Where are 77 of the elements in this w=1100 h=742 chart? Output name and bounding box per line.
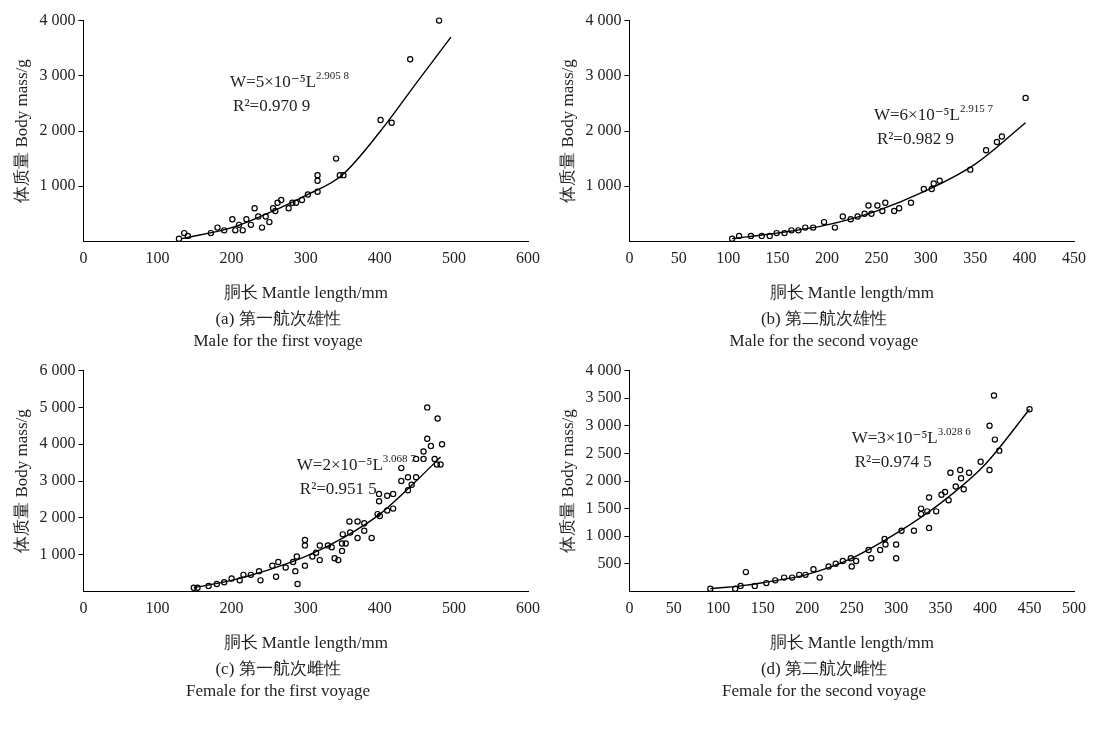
- x-tick-label: 0: [79, 599, 88, 617]
- text: (b) 第二航次雄性: [759, 308, 889, 330]
- x-tick-label: 300: [293, 599, 318, 617]
- x-tick-label: 200: [219, 249, 244, 267]
- x-tick-label: 100: [716, 249, 741, 267]
- x-axis-title: 胴长 Mantle length/mm: [769, 283, 934, 303]
- x-tick-label: 250: [864, 249, 889, 267]
- x-tick-label: 50: [670, 249, 687, 267]
- y-tick-label: 3 000: [585, 66, 622, 83]
- y-tick-label: 4 000: [585, 360, 622, 378]
- y-tick-label: 2 000: [585, 121, 622, 139]
- x-tick-label: 400: [973, 599, 998, 617]
- text: Female for the first voyage: [184, 680, 372, 702]
- x-tick-label: 200: [815, 249, 839, 267]
- x-tick-label: 0: [625, 249, 634, 267]
- x-tick-label: 150: [750, 599, 775, 617]
- x-tick-label: 200: [219, 599, 244, 617]
- x-tick-label: 500: [441, 599, 466, 617]
- x-tick-label: 200: [795, 599, 820, 617]
- x-tick-label: 300: [884, 599, 909, 617]
- y-tick-label: 3 500: [585, 388, 622, 406]
- y-tick-label: 2 000: [585, 471, 622, 489]
- text: Female for the second voyage: [721, 680, 927, 702]
- x-tick-label: 600: [516, 599, 540, 617]
- y-axis-title: 体质量 Body mass/g: [557, 58, 577, 203]
- x-tick-label: 300: [293, 249, 318, 267]
- annotation: R²=0.951 5: [299, 478, 377, 498]
- x-tick-label: 250: [839, 599, 864, 617]
- y-tick-label: 5 000: [39, 397, 76, 415]
- text: Male for the first voyage: [192, 330, 364, 352]
- y-tick-label: 1 000: [585, 176, 622, 194]
- y-tick-label: 3 000: [585, 416, 622, 433]
- text: (a) 第一航次雄性: [214, 308, 342, 330]
- y-axis-title: 体质量 Body mass/g: [11, 58, 31, 203]
- x-tick-label: 150: [765, 249, 790, 267]
- annotation: R²=0.982 9: [876, 128, 954, 148]
- y-tick-label: 6 000: [39, 360, 76, 378]
- x-axis-title: 胴长 Mantle length/mm: [223, 283, 388, 303]
- x-tick-label: 450: [1017, 599, 1042, 617]
- text: Male for the second voyage: [728, 330, 920, 352]
- text: (c) 第一航次雌性: [214, 658, 342, 680]
- x-tick-label: 400: [367, 249, 392, 267]
- text: (d) 第二航次雌性: [759, 658, 889, 680]
- x-tick-label: 500: [1062, 599, 1086, 617]
- y-tick-label: 3 000: [39, 471, 76, 489]
- x-tick-label: 50: [665, 599, 682, 617]
- y-tick-label: 1 000: [39, 176, 76, 194]
- x-tick-label: 0: [79, 249, 88, 267]
- y-tick-label: 1 500: [585, 498, 622, 516]
- x-tick-label: 100: [706, 599, 731, 617]
- y-axis-title: 体质量 Body mass/g: [557, 408, 577, 553]
- y-tick-label: 3 000: [39, 66, 76, 83]
- y-tick-label: 500: [597, 554, 622, 571]
- y-tick-label: 4 000: [39, 10, 76, 28]
- annotation: R²=0.974 5: [854, 452, 932, 472]
- y-tick-label: 1 000: [585, 526, 622, 544]
- x-tick-label: 400: [1012, 249, 1037, 267]
- annotation: R²=0.970 9: [233, 95, 311, 115]
- y-tick-label: 4 000: [585, 10, 622, 28]
- x-tick-label: 450: [1062, 249, 1086, 267]
- y-axis-title: 体质量 Body mass/g: [11, 408, 31, 553]
- y-tick-label: 4 000: [39, 434, 76, 452]
- y-tick-label: 2 500: [585, 443, 622, 461]
- y-tick-label: 2 000: [39, 508, 76, 525]
- x-tick-label: 0: [625, 599, 634, 617]
- x-tick-label: 350: [963, 249, 988, 267]
- x-tick-label: 600: [516, 249, 540, 267]
- x-axis-title: 胴长 Mantle length/mm: [223, 633, 388, 653]
- y-tick-label: 1 000: [39, 544, 76, 562]
- x-tick-label: 300: [913, 249, 938, 267]
- x-tick-label: 500: [441, 249, 466, 267]
- y-tick-label: 2 000: [39, 121, 76, 139]
- x-axis-title: 胴长 Mantle length/mm: [769, 633, 934, 653]
- x-tick-label: 100: [145, 249, 170, 267]
- x-tick-label: 400: [367, 599, 392, 617]
- x-tick-label: 350: [928, 599, 953, 617]
- x-tick-label: 100: [145, 599, 170, 617]
